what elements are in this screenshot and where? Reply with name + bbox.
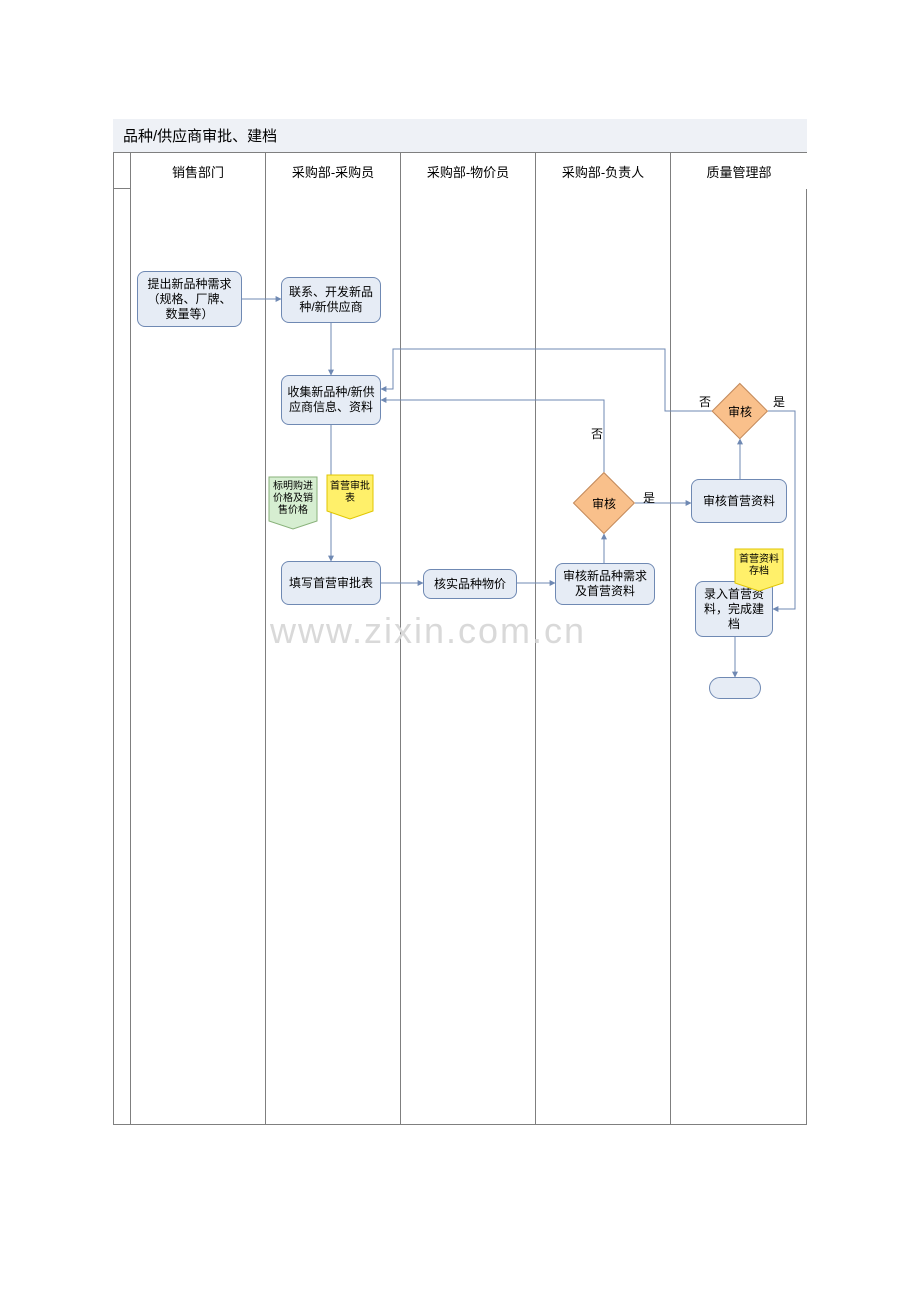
edge-label-no: 否 bbox=[699, 393, 711, 410]
lane-header-label: 质量管理部 bbox=[706, 162, 771, 181]
node-terminator bbox=[709, 677, 761, 699]
decision-head-audit: 审核 bbox=[573, 472, 635, 534]
decision-text: 审核 bbox=[728, 403, 752, 420]
lane-header-sales: 销售部门 bbox=[131, 153, 266, 189]
left-strip bbox=[113, 153, 131, 1125]
lane-body-head bbox=[536, 189, 671, 1125]
lane-header-label: 采购部-采购员 bbox=[292, 162, 374, 181]
lane-header-label: 采购部-负责人 bbox=[562, 162, 644, 181]
node-review-demand: 审核新品种需求及首营资料 bbox=[555, 563, 655, 605]
edge-label-yes: 是 bbox=[643, 489, 655, 506]
edge-label-yes: 是 bbox=[773, 393, 785, 410]
lane-header-label: 销售部门 bbox=[172, 162, 224, 181]
annotation-approval-form: 首营审批表 bbox=[327, 475, 373, 511]
annotation-archive: 首营资料存档 bbox=[735, 549, 783, 583]
node-label: 提出新品种需求（规格、厂牌、数量等） bbox=[142, 277, 237, 322]
lane-body-price bbox=[401, 189, 536, 1125]
node-sales-request: 提出新品种需求（规格、厂牌、数量等） bbox=[137, 271, 242, 327]
node-label: 联系、开发新品种/新供应商 bbox=[286, 285, 376, 315]
annotation-label: 标明购进价格及销售价格 bbox=[271, 481, 315, 517]
annotation-price-note: 标明购进价格及销售价格 bbox=[269, 477, 317, 521]
page: 品种/供应商审批、建档 销售部门 采购部-采购员 采购部-物价员 采购部-负责人… bbox=[0, 0, 920, 1302]
edge-label-text: 否 bbox=[699, 395, 711, 409]
decision-quality-audit: 审核 bbox=[712, 383, 768, 439]
node-label: 填写首营审批表 bbox=[289, 576, 373, 591]
node-collect-info: 收集新品种/新供应商信息、资料 bbox=[281, 375, 381, 425]
edge-label-no: 否 bbox=[591, 425, 603, 442]
node-label: 录入首营资料，完成建档 bbox=[700, 587, 768, 632]
node-verify-price: 核实品种物价 bbox=[423, 569, 517, 599]
lane-body-quality bbox=[671, 189, 807, 1125]
annotation-label: 首营资料存档 bbox=[737, 554, 781, 578]
node-fill-approval-form: 填写首营审批表 bbox=[281, 561, 381, 605]
lane-header-price: 采购部-物价员 bbox=[401, 153, 536, 189]
diagram-title: 品种/供应商审批、建档 bbox=[113, 119, 807, 153]
lane-header-buyer: 采购部-采购员 bbox=[266, 153, 401, 189]
lane-header-quality: 质量管理部 bbox=[671, 153, 807, 189]
lane-body-sales bbox=[131, 189, 266, 1125]
decision-label: 审核 bbox=[712, 383, 768, 439]
lane-header-label: 采购部-物价员 bbox=[427, 162, 509, 181]
lane-header-head: 采购部-负责人 bbox=[536, 153, 671, 189]
watermark: www.zixin.com.cn bbox=[270, 610, 586, 652]
diagram-title-text: 品种/供应商审批、建档 bbox=[123, 125, 277, 146]
node-label: 审核首营资料 bbox=[703, 494, 775, 509]
node-quality-review: 审核首营资料 bbox=[691, 479, 787, 523]
node-label: 审核新品种需求及首营资料 bbox=[560, 569, 650, 599]
watermark-text: www.zixin.com.cn bbox=[270, 610, 586, 651]
decision-text: 审核 bbox=[592, 495, 616, 512]
node-label: 核实品种物价 bbox=[434, 577, 506, 592]
edge-label-text: 是 bbox=[773, 395, 785, 409]
annotation-label: 首营审批表 bbox=[329, 481, 371, 505]
edge-label-text: 否 bbox=[591, 427, 603, 441]
lane-body-buyer bbox=[266, 189, 401, 1125]
edge-label-text: 是 bbox=[643, 491, 655, 505]
decision-label: 审核 bbox=[573, 472, 635, 534]
node-label: 收集新品种/新供应商信息、资料 bbox=[286, 385, 376, 415]
node-contact-develop: 联系、开发新品种/新供应商 bbox=[281, 277, 381, 323]
